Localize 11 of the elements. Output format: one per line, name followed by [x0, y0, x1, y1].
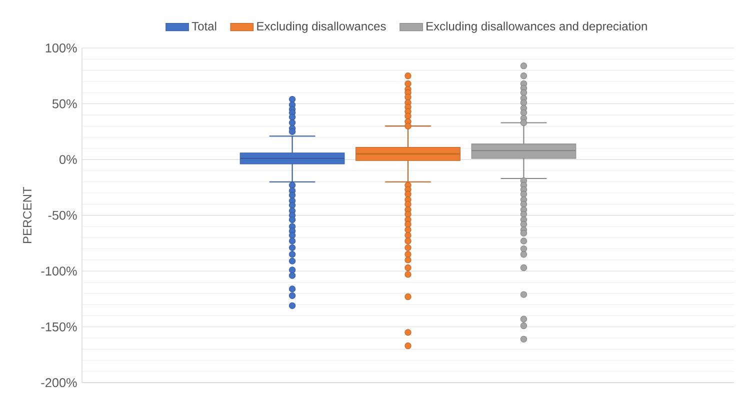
y-tick-label: 50% [52, 99, 77, 108]
y-tick-label: -50% [48, 210, 77, 220]
legend-label: Excluding disallowances [257, 22, 386, 33]
y-tick-label: -100% [41, 266, 77, 276]
y-tick-label: 100% [46, 44, 77, 52]
y-axis-title: PERCENT [23, 186, 32, 244]
legend-label: Excluding disallowances and depreciation [426, 22, 647, 33]
legend-label: Total [192, 22, 216, 30]
y-tick-label: -200% [41, 378, 77, 388]
y-tick-label: 0% [59, 155, 77, 164]
y-tick-label: -150% [41, 322, 77, 332]
